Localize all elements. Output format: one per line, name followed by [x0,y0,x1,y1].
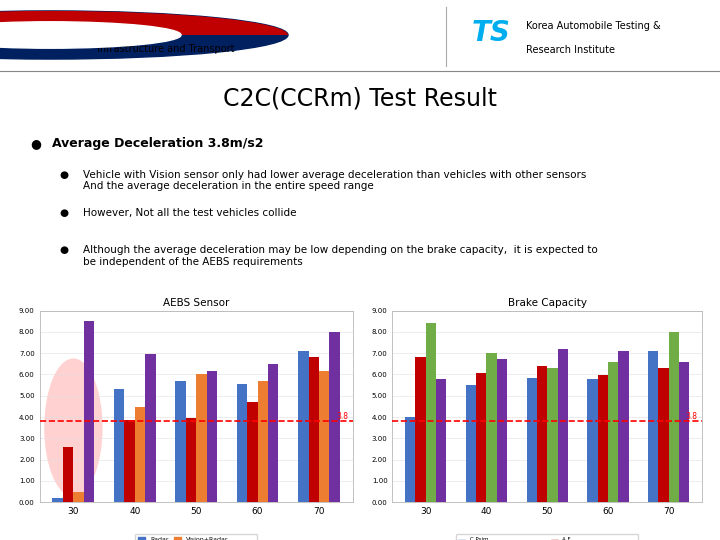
Text: 3.8: 3.8 [685,411,698,421]
Ellipse shape [44,359,102,497]
Circle shape [0,11,288,59]
Bar [618,351,629,502]
Text: Infrastructure and Transport: Infrastructure and Transport [97,44,235,54]
Bar [298,351,309,502]
Bar [598,375,608,502]
Text: However, Not all the test vehicles collide: However, Not all the test vehicles colli… [84,208,297,219]
Bar [466,385,476,502]
Legend: Radar, Vision, Vision+Radar, Stereo+Vision+Radar: Radar, Vision, Vision+Radar, Stereo+Visi… [135,534,257,540]
Text: C2C(CCRm) Test Result: C2C(CCRm) Test Result [223,86,497,111]
Bar [526,377,537,502]
Bar [497,360,507,502]
Text: Korea Automobile Testing &: Korea Automobile Testing & [526,21,660,31]
Bar [426,323,436,502]
Bar [268,364,279,502]
Bar [145,354,156,502]
Bar [176,381,186,502]
Bar [114,389,125,502]
Bar [53,498,63,502]
Text: Average Deceleration 3.8m/s2: Average Deceleration 3.8m/s2 [53,137,264,150]
Bar [557,349,568,502]
Bar [436,379,446,502]
Bar [648,351,658,502]
Bar [608,362,618,502]
Bar [84,321,94,502]
Bar [476,373,487,502]
Text: Vehicle with Vision sensor only had lower average deceleration than vehicles wit: Vehicle with Vision sensor only had lowe… [84,170,587,191]
Text: Research Institute: Research Institute [526,45,615,55]
Bar [319,371,330,502]
Bar [415,357,426,502]
Bar [669,332,679,502]
Text: Ministry of Land,: Ministry of Land, [97,22,197,32]
Bar [658,368,669,502]
Bar [330,332,340,502]
Text: TS: TS [472,19,510,47]
Wedge shape [0,11,288,35]
Bar [487,353,497,502]
Bar [309,357,319,502]
Text: ●: ● [59,208,68,219]
Bar [588,379,598,502]
Bar [247,402,258,502]
Text: ●: ● [59,245,68,255]
Bar [537,366,547,502]
Bar [258,381,268,502]
Bar [237,384,247,502]
Bar [196,374,207,502]
Bar [207,371,217,502]
Bar [405,417,415,502]
Title: AEBS Sensor: AEBS Sensor [163,298,230,308]
Circle shape [0,22,181,48]
Legend: C_Psim
(Radar_Alignment), 1B
(Stereo+Radar_Assignment), A_F
(Vision Radar_Assign: C_Psim (Radar_Alignment), 1B (Stereo+Rad… [456,534,639,540]
Bar [73,491,84,502]
Bar [63,447,73,502]
Bar [125,420,135,502]
Text: ●: ● [59,170,68,180]
Text: Although the average deceleration may be low depending on the brake capacity,  i: Although the average deceleration may be… [84,245,598,267]
Bar [679,362,689,502]
Title: Brake Capacity: Brake Capacity [508,298,587,308]
Bar [547,368,557,502]
Bar [135,407,145,502]
Bar [186,418,196,502]
Text: ●: ● [30,137,41,150]
Text: 3.8: 3.8 [336,411,348,421]
